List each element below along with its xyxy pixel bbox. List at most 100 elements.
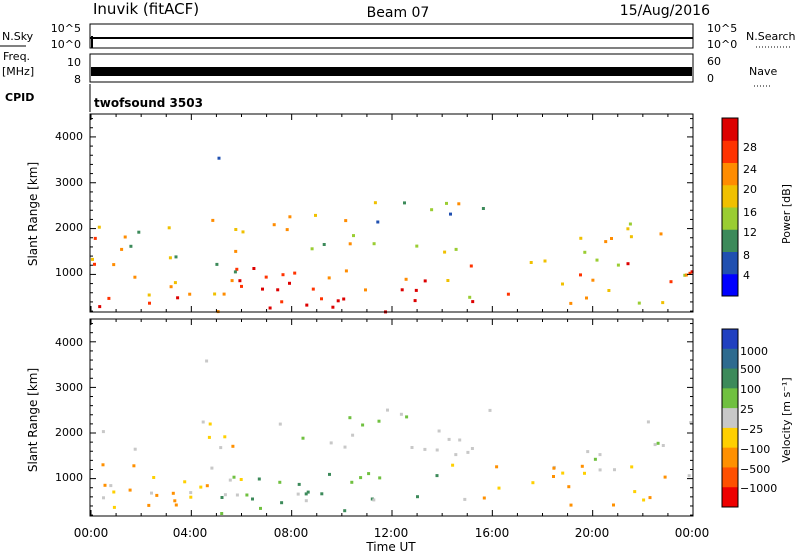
echo-cell <box>497 486 501 490</box>
echo-cell <box>569 301 573 305</box>
echo-cell <box>288 215 292 219</box>
velocity-cbar-tick-100: 100 <box>740 383 761 396</box>
colorbar-segment <box>722 207 738 230</box>
power-cbar-tick-16: 16 <box>743 206 757 219</box>
echo-cell <box>102 496 105 500</box>
power-cbar-tick-12: 12 <box>743 226 757 239</box>
echo-cell <box>112 490 116 494</box>
nsky-strip-frame <box>89 23 694 49</box>
echo-cell <box>637 301 641 305</box>
echo-cell <box>529 261 533 264</box>
echo-cell <box>404 277 408 281</box>
colorbar-segment <box>722 140 738 163</box>
echo-cell <box>107 296 111 300</box>
echo-cell <box>471 300 475 304</box>
echo-cell <box>435 448 439 452</box>
power-ytick-1000: 1000 <box>55 266 83 279</box>
echo-cell <box>238 279 242 283</box>
echo-cell <box>310 247 314 251</box>
echo-cell <box>626 262 630 266</box>
power-colorbar <box>721 117 739 297</box>
echo-cell <box>147 293 151 297</box>
colorbar-segment <box>722 487 738 508</box>
velocity-frame <box>89 318 694 517</box>
echo-cell <box>628 222 632 226</box>
echo-cell <box>278 480 282 484</box>
echo-cell <box>403 201 406 205</box>
echo-cell <box>168 256 172 260</box>
nsearch-tick-bottom: 10^0 <box>707 38 737 51</box>
echo-cell <box>437 429 441 433</box>
colorbar-segment <box>722 447 738 468</box>
echo-cell <box>466 450 470 454</box>
echo-cell <box>320 297 323 301</box>
echo-cell <box>268 306 272 310</box>
echo-cell <box>285 228 289 232</box>
echo-cell <box>552 466 556 470</box>
echo-cell <box>586 450 590 454</box>
echo-cell <box>297 482 301 486</box>
colorbar-segment <box>722 408 738 429</box>
echo-cell <box>646 420 650 424</box>
freq-label: Freq. <box>3 50 30 63</box>
power-ylabel: Slant Range [km] <box>26 162 40 266</box>
echo-cell <box>361 423 365 427</box>
echo-cell <box>259 506 262 510</box>
echo-cell <box>629 235 633 239</box>
velocity-cbar-tick-m100: −100 <box>740 443 770 456</box>
echo-cell <box>189 495 193 499</box>
echo-cell <box>684 273 688 277</box>
echo-cell <box>228 478 232 482</box>
freq-tick-bottom: 8 <box>74 73 81 86</box>
echo-cell <box>217 156 221 160</box>
power-cbar-label: Power [dB] <box>780 184 793 244</box>
echo-cell <box>616 263 620 267</box>
echo-cell <box>506 292 510 296</box>
xtick-1600: 16:00 <box>475 526 510 540</box>
echo-cell <box>591 278 595 282</box>
colorbar-segment <box>722 368 738 389</box>
echo-cell <box>653 443 657 447</box>
nave-label: Nave <box>749 65 777 78</box>
colorbar-segment <box>722 348 738 370</box>
echo-cell <box>328 472 331 476</box>
echo-cell <box>488 408 492 412</box>
echo-cell <box>304 492 308 496</box>
echo-cell <box>598 468 602 472</box>
echo-cell <box>336 299 340 303</box>
echo-cell <box>223 493 227 497</box>
echo-cell <box>261 287 264 291</box>
echo-cell <box>352 234 355 238</box>
echo-cell <box>410 446 414 449</box>
echo-cell <box>93 236 97 240</box>
power-cbar-tick-28: 28 <box>743 141 757 154</box>
freq-strip-frame <box>89 53 694 83</box>
echo-cell <box>232 475 236 479</box>
power-cbar-tick-24: 24 <box>743 163 757 176</box>
echo-cell <box>219 446 223 450</box>
echo-cell <box>348 416 352 420</box>
echo-cell <box>443 250 447 254</box>
echo-cell <box>103 483 107 487</box>
colorbar-segment <box>722 329 738 350</box>
nave-tick-top: 60 <box>707 55 721 68</box>
echo-cell <box>669 280 673 284</box>
velocity-cbar-tick-m500: −500 <box>740 463 770 476</box>
echo-cell <box>350 480 354 484</box>
echo-cell <box>239 478 243 481</box>
echo-cell <box>147 503 151 507</box>
echo-cell <box>543 259 547 263</box>
echo-cell <box>604 240 608 244</box>
echo-cell <box>231 444 235 448</box>
echo-cell <box>348 242 352 246</box>
echo-cell <box>642 498 646 502</box>
echo-cell <box>296 492 300 496</box>
echo-cell <box>150 491 153 495</box>
velocity-cbar-tick-25: 25 <box>740 403 754 416</box>
velocity-ytick-1000: 1000 <box>55 471 83 484</box>
echo-cell <box>683 273 687 277</box>
power-panel: Slant Range [km] 1000 2000 3000 4000 4 8… <box>26 113 793 314</box>
cpid-value: twofsound 3503 <box>94 96 203 110</box>
echo-cell <box>372 242 376 246</box>
power-cbar-tick-8: 8 <box>743 249 750 262</box>
